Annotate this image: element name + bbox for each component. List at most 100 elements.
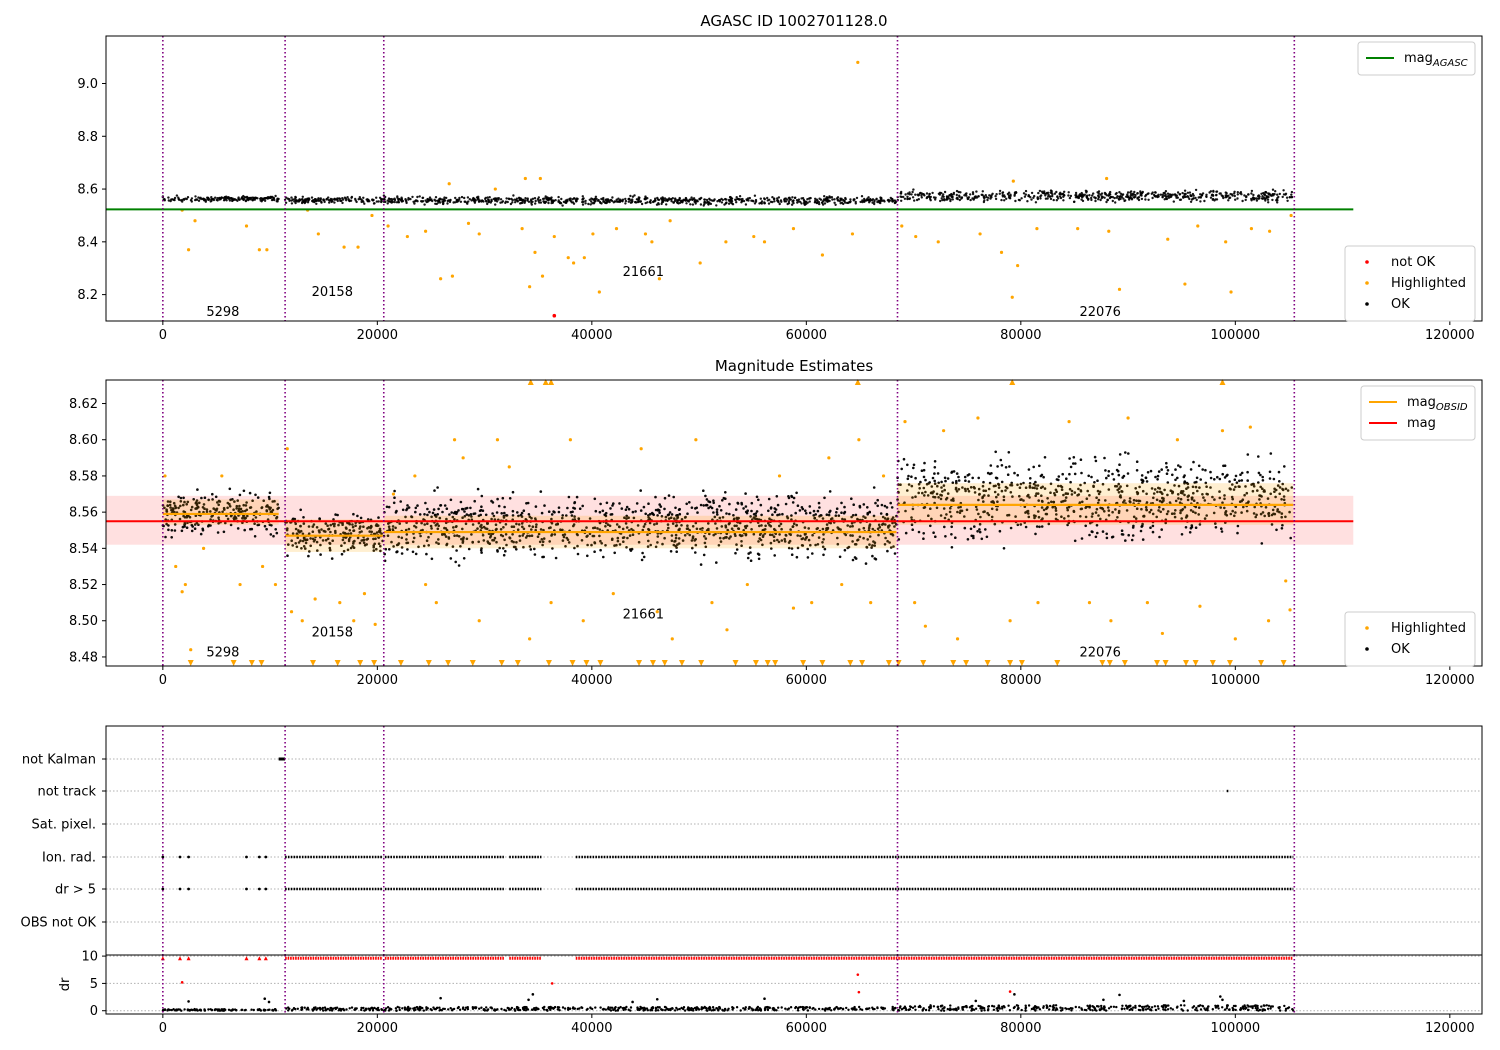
ok-point (718, 198, 721, 202)
ok-point (1117, 197, 1121, 200)
ok-point (641, 551, 644, 555)
ok-point (624, 508, 628, 512)
ok-point (783, 197, 786, 200)
dr-point (191, 1008, 194, 1012)
ok-point (397, 199, 400, 202)
ok-point (481, 509, 485, 512)
dr-point (324, 1009, 327, 1012)
ok-point (175, 194, 179, 197)
ok-point (250, 527, 254, 531)
ok-point (596, 199, 600, 202)
highlighted-point (424, 582, 428, 587)
ok-point (1176, 191, 1180, 194)
dr-point (231, 1008, 234, 1012)
ok-point (715, 508, 719, 511)
ok-point (771, 513, 774, 516)
x-tick-label: 40000 (571, 673, 612, 688)
highlighted-point (710, 601, 714, 605)
legend-swatch (1365, 626, 1369, 630)
ok-point (500, 512, 504, 515)
ok-point (1108, 192, 1111, 195)
ok-point (1087, 197, 1090, 201)
ok-point (235, 507, 238, 510)
dr-point (180, 1009, 183, 1012)
ok-point (1236, 524, 1240, 528)
offscale-low-marker (514, 660, 521, 666)
offscale-low-marker (895, 660, 902, 666)
ok-point (307, 199, 310, 202)
ok-point (336, 513, 339, 517)
ok-point (495, 200, 499, 203)
ok-point (268, 497, 271, 501)
ok-point (191, 525, 194, 528)
ok-point (705, 503, 709, 507)
ok-point (1221, 472, 1224, 476)
ok-point (1024, 189, 1028, 193)
ok-point (1233, 478, 1237, 482)
ok-point (216, 501, 219, 504)
ok-point (276, 503, 280, 506)
highlighted-point (955, 637, 960, 641)
ok-point (173, 510, 176, 514)
ok-point (952, 193, 955, 196)
ok-point (1121, 193, 1125, 196)
ok-point (660, 202, 663, 206)
ok-point (766, 196, 769, 200)
ok-point (1105, 532, 1108, 536)
ok-point (443, 196, 446, 199)
ok-point (466, 196, 470, 199)
ok-point (559, 202, 563, 205)
ok-point (199, 532, 203, 536)
ok-point (959, 191, 962, 194)
ok-point (1278, 480, 1281, 483)
offscale-low-marker (309, 660, 316, 666)
ok-point (986, 471, 990, 475)
ok-point (987, 196, 990, 199)
ok-point (262, 197, 265, 201)
ok-point (1156, 474, 1160, 478)
highlighted-point (477, 619, 481, 623)
ok-point (1052, 198, 1055, 202)
ok-point (943, 525, 946, 529)
ok-point (1023, 195, 1027, 198)
ok-point (269, 533, 273, 536)
ok-point (1083, 193, 1087, 196)
ok-point (252, 196, 255, 200)
ok-point (1096, 479, 1099, 483)
ok-point (458, 198, 461, 201)
ok-point (627, 200, 630, 203)
dr-point (177, 1008, 180, 1011)
ok-point (1118, 463, 1121, 467)
ok-point (1093, 455, 1097, 459)
ok-point (994, 195, 997, 198)
ok-point (167, 528, 170, 532)
ok-point (1282, 189, 1285, 192)
ok-point (796, 504, 800, 508)
x-tick-label: 60000 (786, 673, 827, 688)
ok-point (1244, 198, 1247, 202)
ok-point (885, 512, 889, 516)
ok-point (1032, 196, 1035, 199)
ok-point (883, 504, 887, 508)
ok-point (886, 549, 889, 553)
ok-point (1156, 478, 1159, 481)
ok-point (242, 503, 245, 507)
ok-point (955, 472, 959, 475)
ok-point (818, 202, 821, 206)
y-tick-label: 8.54 (69, 542, 98, 557)
ok-point (414, 506, 418, 510)
highlighted-point (1107, 229, 1111, 233)
ok-point (910, 475, 913, 479)
ok-point (234, 516, 237, 519)
highlighted-point (538, 176, 542, 181)
ok-point (1068, 472, 1071, 476)
ok-point (635, 502, 639, 505)
ok-point (433, 489, 436, 492)
ok-point (891, 200, 894, 203)
ok-point (1277, 195, 1280, 199)
highlighted-point (1126, 416, 1130, 420)
ok-point (720, 201, 724, 204)
flag-point (257, 887, 261, 891)
highlighted-point (914, 234, 918, 239)
ok-point (338, 197, 341, 200)
